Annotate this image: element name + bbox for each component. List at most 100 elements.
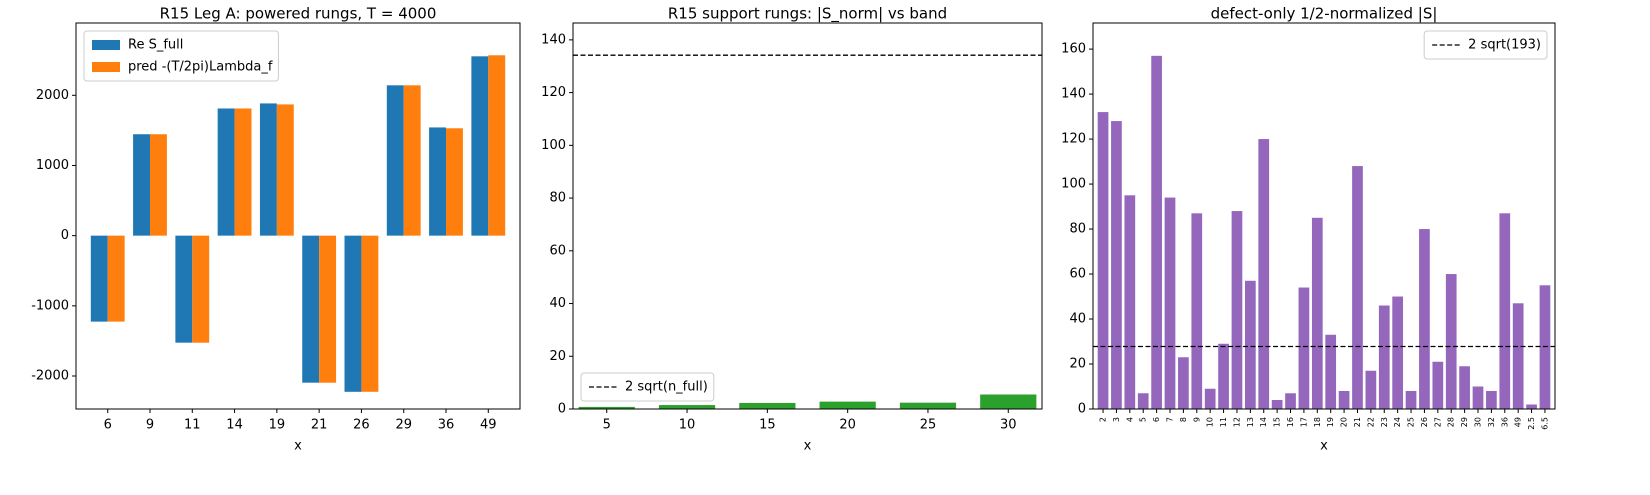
bar	[488, 55, 506, 236]
x-axis-label: x	[294, 439, 302, 454]
bar	[1365, 370, 1377, 409]
x-tick-label: 26	[1420, 417, 1429, 427]
bar	[1378, 305, 1390, 409]
legend-box	[83, 30, 279, 82]
legend: 2 sqrt(193)	[1423, 30, 1548, 60]
y-tick-label: 60	[1069, 267, 1086, 282]
y-tick-label: 120	[541, 85, 566, 100]
bar	[1338, 391, 1350, 409]
bar	[980, 394, 1037, 409]
y-tick-label: 160	[1061, 42, 1086, 57]
x-tick-label: 10	[1206, 417, 1215, 427]
y-tick-label: 2000	[36, 88, 69, 103]
x-tick-label: 20	[1340, 417, 1349, 427]
x-tick-label: 30	[1000, 418, 1017, 433]
x-tick-label: 7	[1166, 417, 1175, 422]
bar	[1499, 213, 1511, 409]
x-tick-label: 20	[839, 418, 856, 433]
bar	[1311, 217, 1323, 409]
axes-frame	[75, 22, 521, 410]
chart-title: defect-only 1/2-normalized |S|	[1211, 5, 1438, 23]
bar	[1459, 366, 1470, 409]
y-tick-label: 140	[1061, 87, 1086, 102]
bar	[471, 56, 489, 236]
bar	[1164, 197, 1176, 409]
bar	[1124, 195, 1136, 409]
x-tick-label: 22	[1366, 417, 1375, 427]
x-axis-label: x	[1320, 439, 1328, 454]
axes-frame	[1092, 22, 1556, 410]
bar	[1472, 386, 1484, 409]
x-tick-label: 6	[1152, 417, 1161, 422]
x-tick-label: 28	[1447, 417, 1456, 427]
bar	[175, 235, 193, 343]
x-axis-label: x	[804, 439, 812, 454]
bar	[319, 235, 337, 383]
x-tick-label: 16	[1286, 417, 1295, 427]
y-tick-label: 100	[1061, 177, 1086, 192]
bar	[578, 406, 635, 409]
x-tick-label: 14	[1259, 417, 1268, 427]
x-tick-label: 27	[1433, 417, 1442, 427]
bar	[1271, 400, 1283, 409]
bar	[1352, 166, 1363, 409]
x-tick-label: 49	[1514, 417, 1523, 427]
x-tick-label: 15	[759, 418, 776, 433]
y-tick-label: 20	[1069, 357, 1086, 372]
x-tick-label: 12	[1232, 417, 1241, 427]
y-tick-label: -2000	[31, 369, 69, 384]
x-tick-label: 11	[1219, 417, 1228, 427]
bar	[107, 235, 125, 322]
bar	[302, 235, 320, 383]
bar	[361, 235, 379, 392]
x-tick-label: 6	[104, 418, 112, 433]
y-tick-label: 60	[549, 243, 566, 258]
y-tick-label: 140	[541, 32, 566, 47]
bar	[259, 103, 277, 236]
bar	[1419, 229, 1430, 409]
bar	[1392, 296, 1404, 409]
x-tick-label: 5	[1139, 417, 1148, 422]
bar	[217, 108, 235, 236]
bar	[192, 235, 210, 343]
x-tick-label: 5	[603, 418, 611, 433]
bar	[1432, 361, 1444, 409]
x-tick-label: 49	[480, 418, 497, 433]
x-tick-label: 9	[1192, 417, 1201, 422]
bar	[386, 85, 404, 236]
bar	[234, 108, 252, 236]
x-tick-label: 10	[679, 418, 696, 433]
x-tick-label: 23	[1380, 417, 1389, 427]
x-tick-label: 29	[1460, 417, 1469, 427]
bar	[133, 134, 150, 236]
legend-swatch	[92, 40, 120, 50]
legend-label: Re S_full	[128, 38, 183, 53]
bar	[403, 85, 421, 236]
bar	[1191, 213, 1203, 409]
bar	[344, 235, 362, 392]
y-tick-label: 40	[1069, 312, 1086, 327]
bar	[1486, 391, 1497, 409]
bar	[739, 402, 796, 409]
bar	[1512, 303, 1524, 409]
x-tick-label: 2.5	[1527, 417, 1536, 430]
bar	[1218, 343, 1229, 409]
y-tick-label: 0	[1078, 402, 1086, 417]
bar	[819, 401, 876, 409]
y-tick-label: 0	[61, 228, 69, 243]
x-tick-label: 3	[1112, 417, 1121, 422]
x-tick-label: 30	[1474, 417, 1483, 427]
chart-title: R15 support rungs: |S_norm| vs band	[668, 5, 947, 24]
y-tick-label: 120	[1061, 132, 1086, 147]
legend-box	[1423, 30, 1548, 60]
bar	[1111, 121, 1122, 410]
x-tick-label: 36	[1500, 417, 1509, 427]
x-tick-label: 2	[1099, 417, 1108, 422]
x-tick-label: 4	[1125, 417, 1134, 422]
y-tick-label: 80	[549, 191, 566, 206]
legend-box	[580, 372, 715, 402]
x-tick-label: 29	[395, 418, 412, 433]
bar	[1298, 287, 1310, 409]
